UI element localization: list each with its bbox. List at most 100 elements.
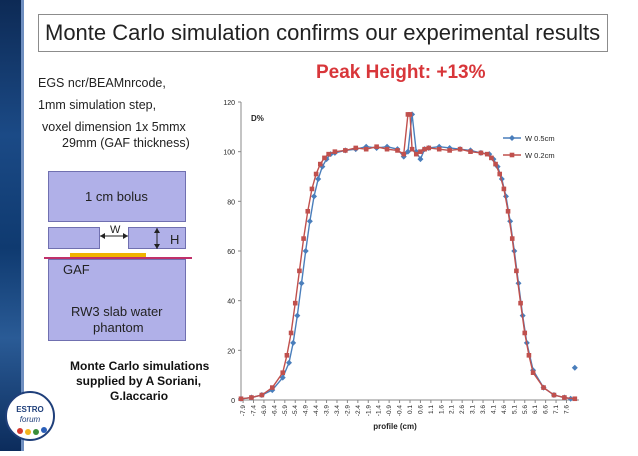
series-2-point	[541, 385, 546, 390]
series-2-point	[484, 151, 490, 157]
x-tick-label: -0.4	[397, 405, 404, 417]
series-2-point	[493, 161, 498, 167]
x-tick-label: 2.1	[449, 405, 456, 414]
x-tick-label: -2.9	[344, 405, 351, 417]
x-tick-label: 6.6	[543, 405, 550, 414]
phantom-label-1: RW3 slab water	[71, 304, 163, 319]
series-2-point	[413, 151, 419, 157]
legend-marker	[509, 135, 515, 141]
series-2-point	[447, 148, 452, 153]
x-tick-label: -0.9	[386, 405, 393, 417]
x-tick-label: -3.9	[324, 405, 331, 417]
y-tick-label: 60	[227, 249, 235, 256]
note-line-1: EGS ncr/BEAMnrcode,	[38, 76, 166, 90]
series-2-point	[309, 186, 315, 192]
x-tick-label: -6.4	[271, 405, 278, 417]
title-box: Monte Carlo simulation confirms our expe…	[38, 14, 608, 52]
series-2-point	[249, 395, 254, 400]
series-1-point	[294, 312, 301, 319]
credit-line-3: G.Iaccario	[110, 389, 169, 403]
x-tick-label: 7.6	[563, 405, 570, 414]
series-2-point	[353, 145, 359, 151]
slide-title: Monte Carlo simulation confirms our expe…	[45, 20, 601, 45]
series-2-point	[401, 151, 407, 157]
series-2-point	[332, 149, 338, 154]
y-tick-label: 20	[227, 348, 235, 355]
series-1-point	[279, 374, 286, 381]
series-2-point	[363, 146, 369, 152]
legend-label: W 0.5cm	[525, 134, 555, 143]
chart-axes	[238, 101, 579, 403]
legend-marker	[509, 152, 515, 158]
series-1-point	[404, 148, 411, 155]
y-tick-labels: 0 20 40 60 80 100 120	[223, 100, 235, 405]
x-tick-label: -6.9	[261, 405, 268, 417]
x-tick-label: 5.1	[511, 405, 518, 414]
series-2-point	[292, 300, 298, 306]
series-1-point	[302, 248, 309, 254]
surface-line	[44, 257, 192, 259]
series-2-point	[297, 268, 302, 274]
series-2-point	[418, 149, 423, 154]
series-1-point	[417, 156, 424, 163]
x-tick-label: -7.4	[251, 405, 258, 417]
phantom-label-2: phantom	[93, 320, 144, 335]
x-tick-label: 1.6	[438, 405, 445, 414]
x-tick-label: 7.1	[553, 405, 560, 414]
series-1-point	[306, 218, 313, 225]
x-tick-label: 6.1	[532, 405, 539, 414]
x-tick-label: -1.9	[365, 405, 372, 417]
series-2-point	[409, 146, 415, 152]
note-line-2: 1mm simulation step,	[38, 98, 157, 112]
credit-line-2: supplied by A Soriani,	[76, 374, 202, 388]
x-tick-label: 3.6	[480, 405, 487, 414]
series-2-point	[301, 236, 306, 241]
series-2-point	[530, 370, 536, 375]
series-2-point	[395, 148, 400, 153]
x-tick-label: 2.6	[459, 405, 466, 414]
series-2-point	[305, 208, 311, 214]
y-tick-label: 0	[231, 398, 235, 405]
series-2-point	[551, 392, 557, 398]
series-2-point	[422, 146, 427, 152]
series-2-point	[284, 353, 290, 358]
series-2-point	[518, 300, 523, 306]
y-axis-label: D%	[251, 114, 264, 123]
y-tick-label: 100	[223, 150, 235, 157]
dimension-arrows	[100, 228, 160, 249]
x-tick-label: 3.1	[470, 405, 477, 414]
series-1-point	[311, 193, 318, 200]
slide-side-band	[0, 0, 24, 451]
series-2-point	[317, 161, 323, 167]
y-tick-label: 40	[227, 299, 235, 306]
note-line-3: voxel dimension 1x 5mmx	[42, 120, 186, 134]
series-2-point	[457, 146, 463, 152]
chart-legend: W 0.5cm W 0.2cm	[503, 134, 555, 160]
series-2-point	[522, 330, 528, 336]
peak-height-label: Peak Height: +13%	[316, 62, 486, 83]
series-2-point	[426, 145, 432, 151]
note-line-4: 29mm (GAF thickness)	[62, 136, 190, 150]
logo-text-1: ESTRO	[16, 405, 44, 414]
y-tick-label: 120	[223, 100, 235, 107]
series-2-point	[514, 268, 519, 274]
series-2-point	[572, 396, 578, 402]
series-2-point	[407, 112, 413, 117]
x-tick-label: 0.6	[417, 405, 424, 414]
dose-profile-chart: 0 20 40 60 80 100 120 -7.9 -7.4 -6.9 -6.4 -5.9 -5.4…	[223, 100, 579, 431]
series-2-point	[478, 150, 484, 156]
logo-text-2: forum	[20, 415, 41, 424]
series-2-point	[280, 370, 286, 375]
estro-forum-logo: ESTRO forum	[0, 378, 60, 451]
gaf-label: GAF	[63, 262, 90, 277]
x-tick-labels: -7.9 -7.4 -6.9 -6.4 -5.9 -5.4 -4.9 -4.4 -3.9 -3.4…	[240, 405, 570, 417]
plot-area	[238, 111, 578, 402]
credit-line-1: Monte Carlo simulations	[70, 359, 210, 373]
series-2-point	[259, 392, 265, 398]
series-1-point	[290, 339, 297, 346]
legend-label: W 0.2cm	[525, 151, 555, 160]
x-tick-label: 5.6	[522, 405, 529, 414]
series-2-point	[326, 151, 331, 157]
series-2-point	[468, 149, 473, 154]
series-1-point	[319, 163, 326, 170]
